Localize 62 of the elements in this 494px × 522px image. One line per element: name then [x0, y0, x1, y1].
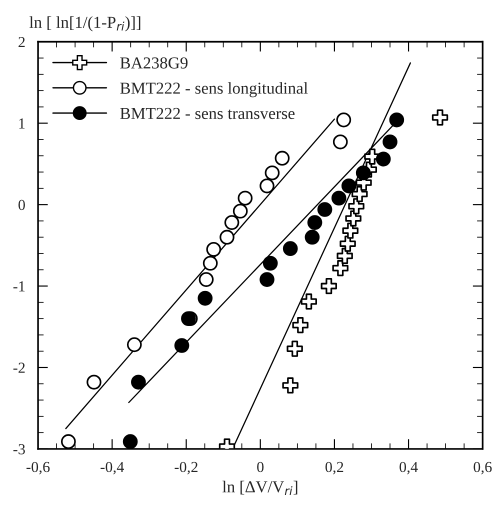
point — [341, 178, 356, 194]
point — [282, 241, 298, 256]
y-tick-label: -3 — [13, 444, 25, 454]
point — [86, 374, 102, 390]
point — [332, 134, 348, 150]
y-tick-label: 0 — [18, 200, 25, 210]
y-tick-label: -2 — [13, 362, 25, 373]
point — [126, 337, 142, 352]
point — [307, 215, 322, 230]
x-tick-label: 0,6 — [474, 462, 492, 474]
x-axis-title: ln [ΔV/V$_{ri}$] — [222, 480, 298, 496]
legend-label: BMT222 - sens transverse — [120, 108, 295, 120]
point — [224, 215, 240, 230]
point — [356, 165, 371, 180]
point — [336, 248, 353, 264]
point — [262, 256, 278, 271]
point — [60, 434, 76, 449]
point — [304, 230, 320, 245]
x-tick-label: 0,4 — [400, 462, 418, 474]
y-tick-label: -1 — [13, 281, 25, 292]
point — [198, 290, 213, 306]
point — [220, 230, 234, 245]
point — [432, 109, 448, 126]
point — [198, 272, 214, 287]
point — [376, 152, 391, 166]
point — [131, 374, 146, 390]
y-axis-title: ln [ ln[1/(1-P$_{ri}$)]] — [29, 16, 140, 32]
y-tick-label: 2 — [18, 36, 25, 48]
point — [202, 256, 218, 271]
point — [206, 242, 222, 257]
point — [342, 222, 358, 239]
point — [332, 260, 348, 276]
point — [274, 150, 290, 166]
point — [336, 112, 352, 128]
point — [122, 434, 138, 449]
point — [292, 317, 308, 334]
point — [232, 204, 248, 219]
point — [331, 190, 346, 206]
y-tick-label: 1 — [19, 118, 25, 128]
point — [340, 236, 356, 252]
point — [320, 278, 337, 294]
point — [300, 293, 317, 310]
x-tick-label: -0,2 — [174, 462, 198, 474]
point — [382, 134, 398, 150]
point — [174, 338, 190, 353]
point — [238, 190, 253, 206]
point — [264, 165, 280, 180]
point — [345, 210, 362, 227]
point — [348, 198, 364, 214]
legend-label: BA238G9 — [120, 57, 188, 69]
x-tick-label: -0,6 — [26, 462, 50, 474]
point — [282, 377, 298, 394]
point — [317, 202, 332, 217]
x-tick-label: 0 — [257, 462, 264, 472]
point — [352, 186, 368, 202]
point — [260, 272, 274, 287]
x-tick-label: 0,2 — [325, 462, 344, 474]
point — [389, 112, 404, 128]
point — [286, 340, 303, 357]
x-tick-label: -0,4 — [100, 462, 124, 474]
legend-label: BMT222 - sens longitudinal — [120, 82, 308, 98]
point — [260, 178, 274, 194]
